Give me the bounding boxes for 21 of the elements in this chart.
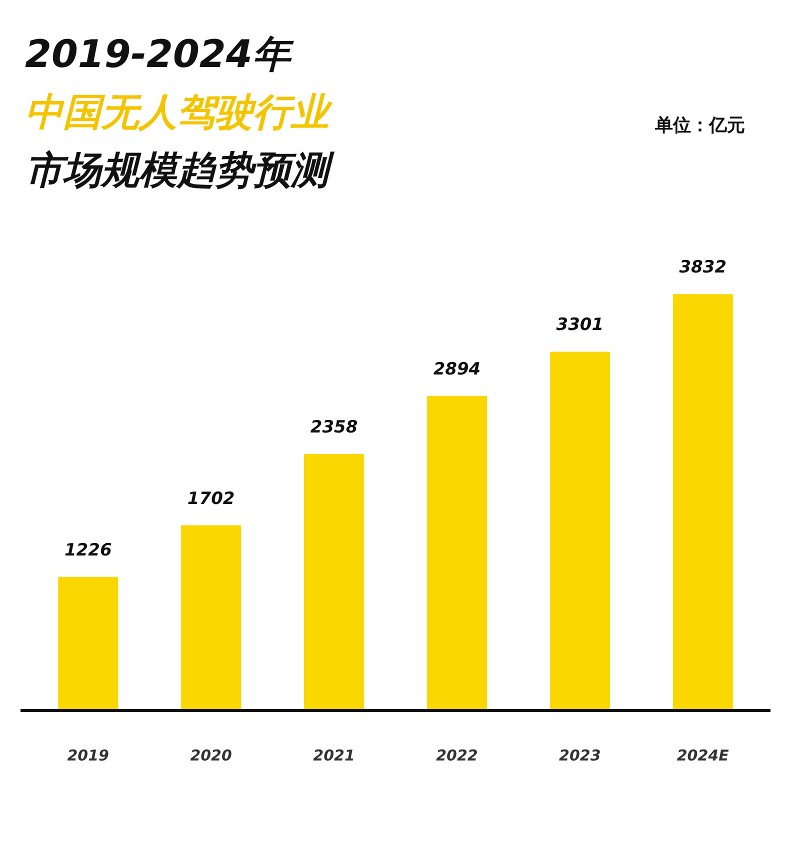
- bar: [550, 352, 610, 710]
- text: 单位：亿元: [655, 114, 745, 138]
- data-label: 3832: [679, 258, 727, 278]
- x-tick-label: 2019: [67, 746, 109, 764]
- x-tick-label: 2020: [190, 746, 232, 764]
- bar: [672, 294, 733, 710]
- x-tick-label: 2023: [559, 746, 601, 764]
- chart-title: 2019-2024年: [25, 31, 295, 78]
- data-label: 2358: [310, 418, 358, 438]
- x-tick-label: 2021: [313, 746, 355, 764]
- data-label: 3301: [556, 315, 604, 336]
- bar: [181, 525, 242, 710]
- chart-subtitle: 中国无人驾驶行业市场规模趋势预测: [25, 89, 336, 194]
- data-label: 2894: [433, 359, 481, 380]
- x-tick-label: 2024E: [676, 746, 730, 764]
- data-label: 1226: [64, 540, 112, 560]
- data-label: 1702: [187, 488, 235, 509]
- x-tick-label: 2022: [436, 746, 478, 764]
- bar: [58, 576, 118, 710]
- bar: [304, 454, 364, 710]
- bar: [426, 396, 487, 710]
